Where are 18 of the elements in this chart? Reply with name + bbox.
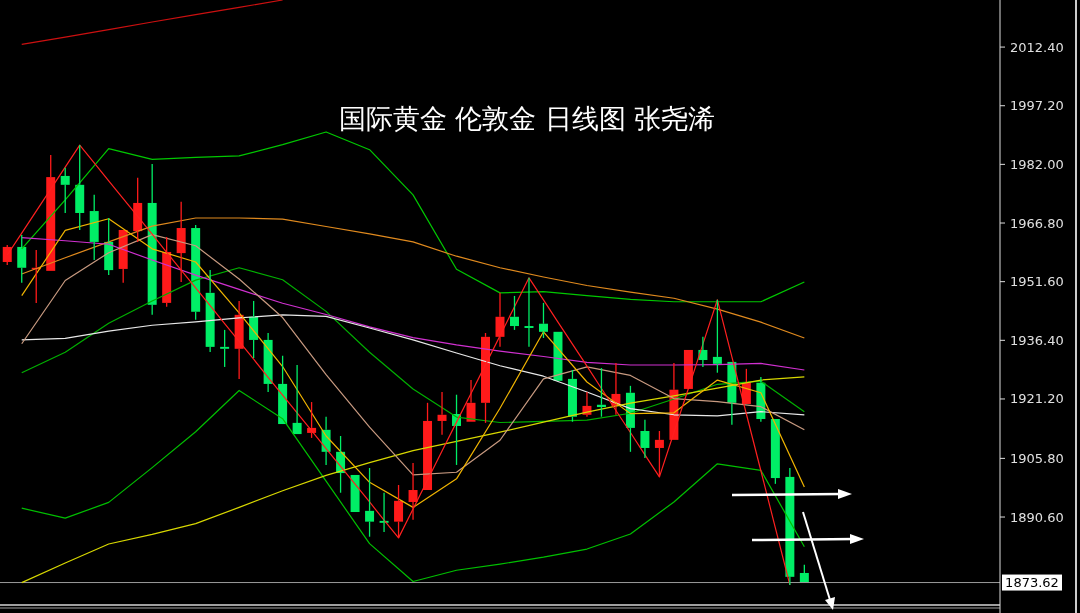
candlestick [524,277,534,348]
text: 国际黄金 伦敦金 日线图 张尧浠 [338,103,716,134]
y-tick-label: 1905.80 [1010,450,1064,466]
candlestick [263,332,273,393]
candlestick [176,201,186,283]
candlestick [640,419,650,459]
y-tick-label: 1982.00 [1010,156,1064,172]
y-tick-label: 1966.80 [1010,215,1064,231]
candlestick [437,391,447,436]
ref-line-label: 1873.62 [1005,575,1059,591]
y-tick-label: 1890.60 [1010,509,1064,525]
y-tick-label: 1936.40 [1010,332,1064,348]
y-tick-label: 1951.60 [1010,274,1064,290]
y-tick-label: 2012.40 [1010,39,1064,55]
candlestick [408,462,418,521]
y-tick-label: 1921.20 [1010,391,1064,407]
candlestick [205,269,215,353]
y-tick-label: 1997.20 [1010,98,1064,114]
